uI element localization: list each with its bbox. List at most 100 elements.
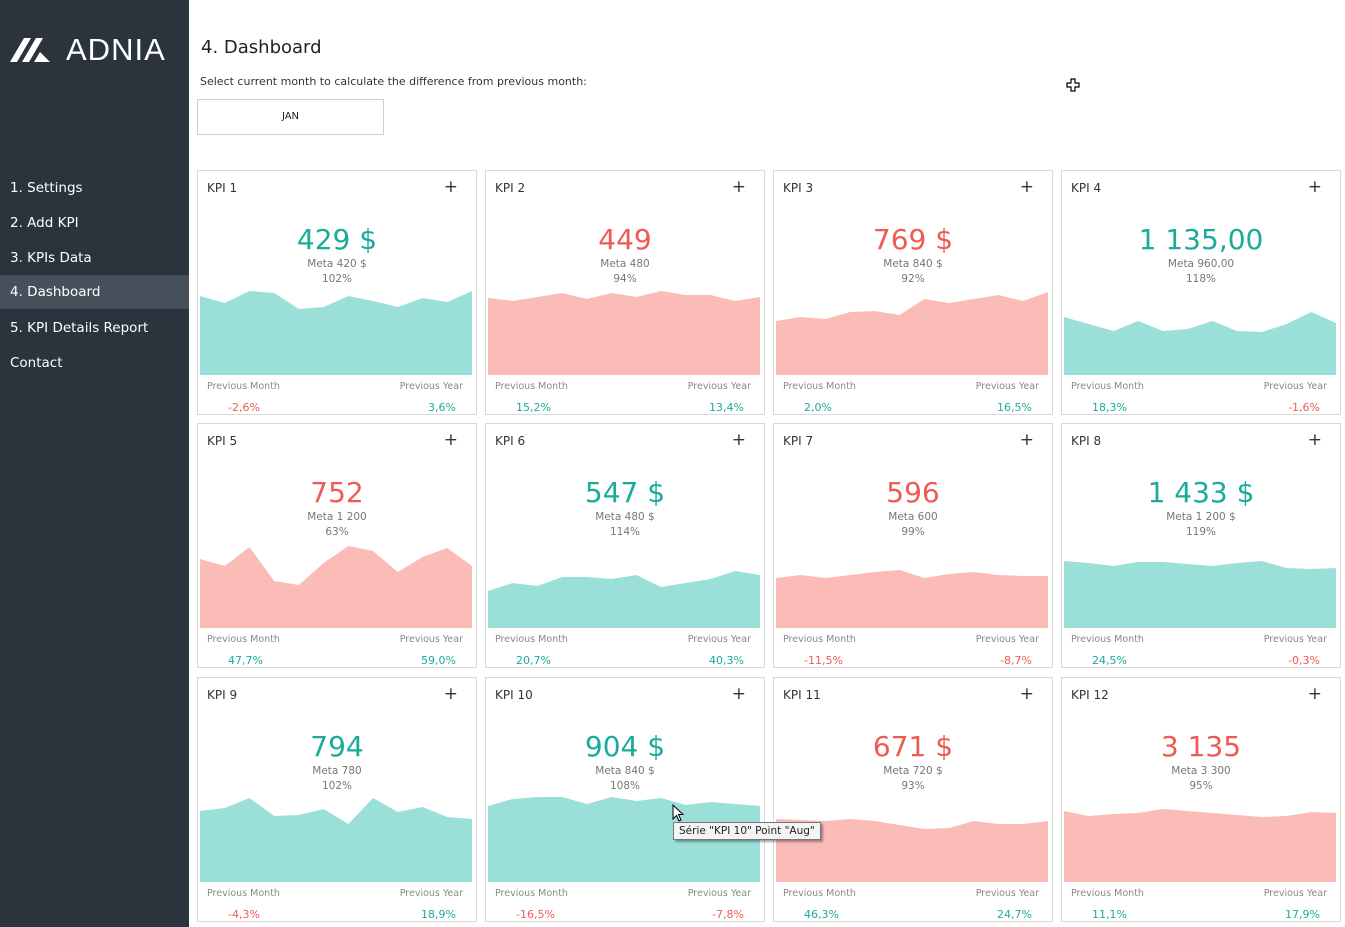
sidebar-item-add-kpi[interactable]: 2. Add KPI <box>10 215 79 231</box>
sidebar-item-dashboard[interactable]: 4. Dashboard <box>0 275 189 309</box>
kpi-name: KPI 10 <box>495 688 533 702</box>
kpi-area-series[interactable] <box>776 570 1048 628</box>
kpi-card: KPI 3 +769 $ Meta 840 $ 92% Previous Month Pr… <box>773 170 1053 415</box>
kpi-achievement: 108% <box>609 780 641 792</box>
previous-month-label: Previous Month <box>783 634 856 645</box>
previous-year-value: 17,9% <box>1285 908 1320 921</box>
kpi-target: Meta 420 $ <box>307 258 367 270</box>
plus-icon[interactable]: + <box>1307 177 1322 197</box>
month-instruction: Select current month to calculate the di… <box>200 75 587 88</box>
kpi-achievement: 102% <box>321 273 353 285</box>
sidebar-item-settings[interactable]: 1. Settings <box>10 180 83 196</box>
previous-month-value: 20,7% <box>516 654 551 667</box>
plus-icon[interactable]: + <box>443 430 458 450</box>
previous-month-label: Previous Month <box>1071 634 1144 645</box>
previous-year-label: Previous Year <box>975 634 1039 645</box>
sidebar-item-contact[interactable]: Contact <box>10 355 63 371</box>
kpi-card: KPI 10 +904 $ Meta 840 $ 108% Previous Month… <box>485 677 765 922</box>
kpi-card: KPI 1 +429 $ Meta 420 $ 102% Previous Month P… <box>197 170 477 415</box>
kpi-name: KPI 4 <box>1071 181 1102 195</box>
kpi-area-chart <box>776 819 1048 882</box>
previous-month-label: Previous Month <box>495 634 568 645</box>
plus-icon[interactable]: + <box>1019 684 1034 704</box>
previous-year-label: Previous Year <box>399 381 463 392</box>
previous-year-label: Previous Year <box>399 888 463 899</box>
plus-icon[interactable]: + <box>443 177 458 197</box>
chart-tooltip: Série "KPI 10" Point "Aug" <box>673 822 821 840</box>
kpi-area-chart <box>488 571 760 628</box>
kpi-target: Meta 480 <box>600 258 650 270</box>
kpi-value: 449 <box>598 223 652 256</box>
mouse-pointer-icon <box>672 804 685 822</box>
previous-year-value: -7,8% <box>712 908 744 921</box>
kpi-value: 769 $ <box>872 223 954 256</box>
plus-icon[interactable]: + <box>731 684 746 704</box>
kpi-name: KPI 7 <box>783 434 814 448</box>
kpi-area-series[interactable] <box>200 798 472 882</box>
kpi-area-series[interactable] <box>488 797 760 882</box>
previous-month-label: Previous Month <box>207 381 280 392</box>
kpi-target: Meta 1 200 $ <box>1166 511 1236 523</box>
kpi-name: KPI 5 <box>207 434 238 448</box>
kpi-value: 429 $ <box>296 223 378 256</box>
kpi-target: Meta 720 $ <box>883 765 943 777</box>
plus-icon[interactable]: + <box>731 430 746 450</box>
kpi-area-chart <box>488 291 760 375</box>
kpi-area-series[interactable] <box>1064 809 1336 882</box>
kpi-area-series[interactable] <box>1064 561 1336 628</box>
plus-icon[interactable]: + <box>1307 684 1322 704</box>
plus-icon[interactable]: + <box>1019 430 1034 450</box>
kpi-area-chart <box>200 291 472 375</box>
kpi-area-series[interactable] <box>776 292 1048 375</box>
kpi-area-series[interactable] <box>1064 312 1336 375</box>
previous-month-value: -2,6% <box>228 401 260 414</box>
previous-year-label: Previous Year <box>1263 381 1327 392</box>
kpi-area-series[interactable] <box>200 291 472 375</box>
sidebar-item-kpis-data[interactable]: 3. KPIs Data <box>10 250 92 266</box>
kpi-area-chart <box>200 798 472 882</box>
previous-month-label: Previous Month <box>495 888 568 899</box>
kpi-target: Meta 3 300 <box>1171 765 1231 777</box>
previous-year-value: -0,3% <box>1288 654 1320 667</box>
kpi-achievement: 119% <box>1185 526 1217 538</box>
previous-year-value: 40,3% <box>709 654 744 667</box>
kpi-name: KPI 3 <box>783 181 814 195</box>
kpi-value: 596 <box>886 476 940 509</box>
kpi-area-chart <box>1064 312 1336 375</box>
previous-month-value: -11,5% <box>804 654 843 667</box>
previous-month-value: 46,3% <box>804 908 839 921</box>
kpi-name: KPI 9 <box>207 688 238 702</box>
kpi-value: 671 $ <box>872 730 954 763</box>
plus-icon[interactable]: + <box>1019 177 1034 197</box>
previous-year-value: 24,7% <box>997 908 1032 921</box>
previous-month-label: Previous Month <box>495 381 568 392</box>
kpi-value: 794 <box>310 730 364 763</box>
kpi-achievement: 63% <box>325 526 349 538</box>
kpi-area-series[interactable] <box>488 291 760 375</box>
previous-month-label: Previous Month <box>783 381 856 392</box>
plus-icon[interactable]: + <box>1307 430 1322 450</box>
previous-year-value: 59,0% <box>421 654 456 667</box>
previous-year-label: Previous Year <box>399 634 463 645</box>
previous-month-label: Previous Month <box>207 888 280 899</box>
kpi-target: Meta 600 <box>888 511 938 523</box>
plus-icon[interactable]: + <box>443 684 458 704</box>
sidebar-item-kpi-details-report[interactable]: 5. KPI Details Report <box>10 320 149 336</box>
kpi-card: KPI 12 +3 135 Meta 3 300 95% Previous Month P… <box>1061 677 1341 922</box>
kpi-achievement: 102% <box>321 780 353 792</box>
previous-year-label: Previous Year <box>687 381 751 392</box>
kpi-target: Meta 840 $ <box>595 765 655 777</box>
kpi-value: 3 135 <box>1160 730 1242 763</box>
kpi-area-series[interactable] <box>200 546 472 628</box>
month-selector[interactable]: JAN <box>197 99 384 135</box>
kpi-card: KPI 9 +794 Meta 780 102% Previous Month Previ… <box>197 677 477 922</box>
previous-month-label: Previous Month <box>1071 888 1144 899</box>
kpi-value: 904 $ <box>584 730 666 763</box>
kpi-name: KPI 2 <box>495 181 526 195</box>
adnia-logo-icon <box>10 38 50 62</box>
kpi-area-series[interactable] <box>488 571 760 628</box>
plus-icon[interactable]: + <box>731 177 746 197</box>
kpi-area-series[interactable] <box>776 819 1048 882</box>
previous-year-label: Previous Year <box>1263 888 1327 899</box>
kpi-name: KPI 8 <box>1071 434 1102 448</box>
